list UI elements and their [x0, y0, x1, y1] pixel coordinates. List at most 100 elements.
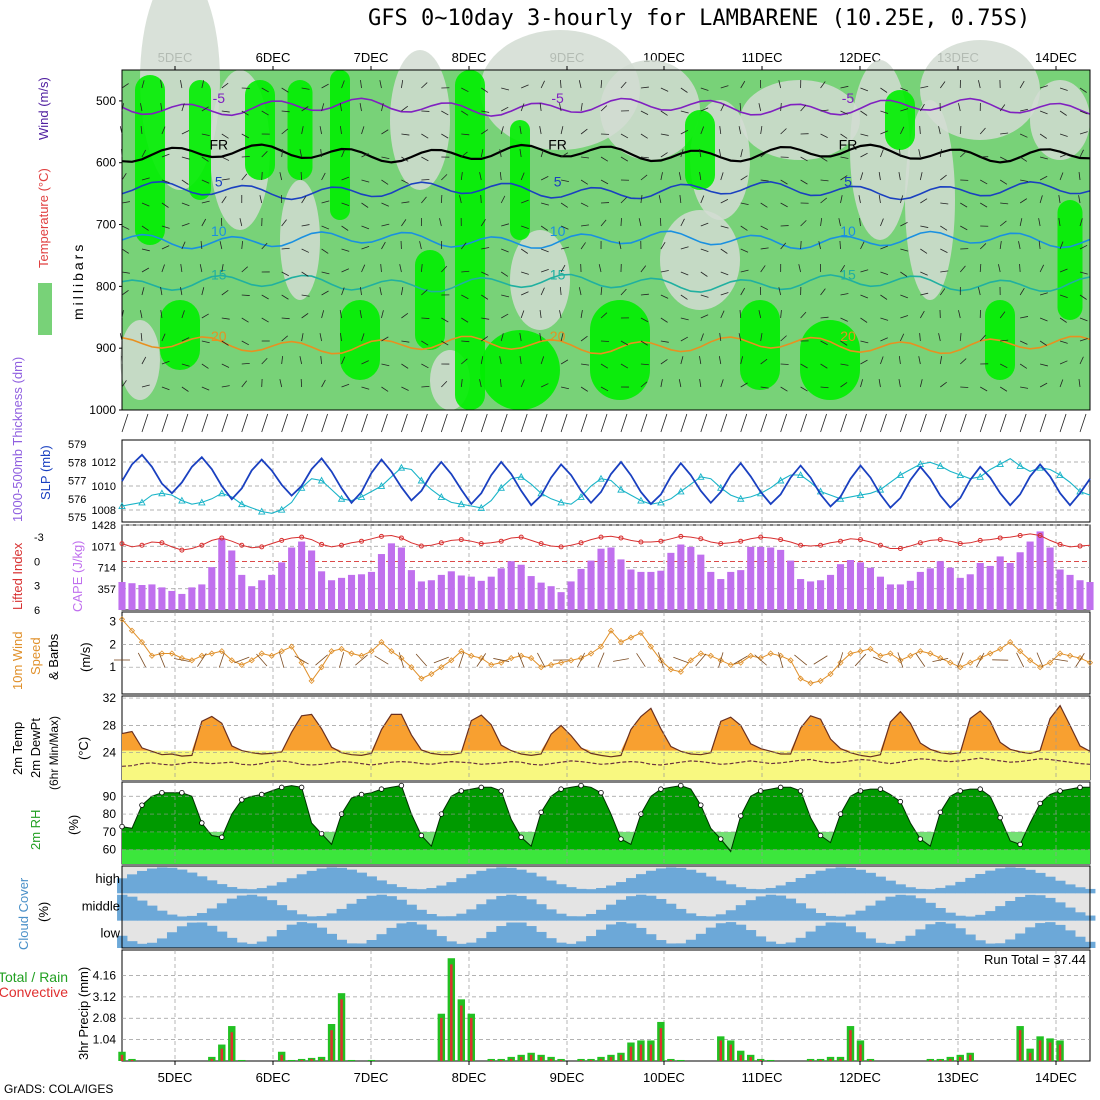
- cloud-cover-cell: [925, 889, 936, 894]
- wind-speed-point: [308, 677, 315, 684]
- wind-speed-point: [168, 650, 175, 657]
- cape-bar: [537, 582, 545, 610]
- rh2m-point: [738, 813, 744, 819]
- cape-bar: [826, 574, 835, 610]
- wind-barb: [501, 248, 509, 253]
- thickness-point: [377, 482, 386, 489]
- date-label-top: 6DEC: [256, 50, 291, 65]
- wind-barb: [241, 294, 250, 296]
- wind-barb: [201, 363, 209, 369]
- wind-barb: [399, 264, 402, 273]
- wind-barb: [733, 655, 748, 665]
- cloud-cover-cell: [995, 906, 1006, 921]
- thickness-point: [856, 491, 865, 499]
- wind-barb: [660, 340, 669, 343]
- wind-barb: [199, 264, 203, 273]
- wind-barb: [900, 221, 908, 227]
- precip-convective-bar: [629, 1046, 633, 1061]
- temperature-contour: [121, 335, 1091, 355]
- wind-barb: [720, 379, 724, 388]
- wind-barb: [880, 337, 888, 342]
- wind-speed-point: [428, 670, 435, 678]
- wind-barb: [840, 363, 849, 366]
- precip-total-bar: [766, 1059, 775, 1061]
- wind-barb: [1078, 195, 1081, 204]
- wind-barb: [321, 225, 330, 230]
- cloud-cover-cell: [705, 927, 717, 948]
- precip-convective-bar: [619, 1054, 623, 1061]
- wind-barb: [121, 380, 127, 388]
- wind-barb: [580, 179, 588, 185]
- precip-convective-bar: [939, 1059, 942, 1061]
- cloud-cover-cell: [226, 898, 238, 921]
- precip-convective-bar: [1018, 1030, 1022, 1061]
- rh-moist-region: [590, 300, 650, 400]
- temp-axis-label: 2m DewPt: [28, 718, 43, 778]
- millibars-label: millibars: [70, 242, 86, 320]
- wind-barb: [720, 225, 729, 229]
- date-label-top: 7DEC: [354, 50, 389, 65]
- wind-barb: [739, 309, 742, 319]
- wind-speed-point: [677, 668, 684, 675]
- wind-speed-point: [857, 648, 864, 655]
- cloud-cover-cell: [246, 943, 258, 948]
- cloud-cover-cell: [216, 931, 228, 948]
- wind-barb: [719, 333, 722, 342]
- cape-bar: [427, 580, 435, 610]
- wind-barb: [241, 317, 249, 323]
- wind-speed-point: [847, 650, 854, 657]
- wind-barb: [481, 317, 490, 320]
- wind10-axis-label: Speed: [28, 637, 43, 675]
- wind-barb: [640, 413, 648, 433]
- cape-bar: [946, 567, 954, 610]
- cloud-cover-cell: [476, 870, 487, 894]
- wind-barb: [218, 652, 225, 668]
- wind-barb: [341, 149, 345, 158]
- wind-speed-point: [1037, 664, 1044, 671]
- rh-dry-region: [600, 60, 700, 160]
- wind-barb: [519, 149, 522, 158]
- wind-barb: [580, 335, 588, 342]
- wind-barb: [540, 149, 544, 158]
- cloud-row-label: middle: [82, 898, 120, 913]
- cape-bar: [437, 574, 445, 610]
- rh-moist-region: [189, 80, 211, 200]
- wind-barb: [939, 413, 947, 433]
- rh2m-point: [358, 791, 365, 798]
- wind-speed-point: [368, 648, 375, 655]
- wind-barb: [840, 156, 849, 159]
- cloud-cover-cell: [1015, 933, 1026, 948]
- wind-barb: [600, 105, 608, 112]
- wind-barb: [379, 287, 382, 296]
- wind-barb: [499, 379, 502, 388]
- cloud-cover-cell: [506, 894, 517, 921]
- wind-speed-point: [388, 648, 395, 655]
- wind-barb: [979, 127, 986, 135]
- wind-barb: [419, 241, 422, 250]
- wind-barb: [221, 110, 230, 113]
- wind-barb: [760, 413, 768, 433]
- cloud-cover-cell: [346, 869, 357, 894]
- wind-speed-point: [597, 643, 605, 650]
- wind-barb: [919, 332, 921, 342]
- thickness-tick-label: 579: [68, 439, 86, 451]
- wind-barb: [480, 413, 488, 433]
- wind-barb: [898, 172, 901, 181]
- wind-barb: [360, 80, 362, 89]
- rh-moist-region: [160, 300, 200, 370]
- cloud-cover-cell: [1055, 902, 1066, 921]
- wind-barb: [401, 179, 409, 184]
- lifted-index-point: [259, 544, 265, 550]
- cloud-cover-cell: [765, 941, 777, 948]
- wind-barb: [401, 340, 410, 343]
- lifted-tick-label: -3: [34, 532, 44, 544]
- lifted-index-point: [438, 540, 444, 546]
- cloud-cover-cell: [825, 922, 836, 948]
- wind-barb: [181, 202, 190, 207]
- thickness-point: [517, 472, 525, 480]
- temperature-contour-label: -5: [551, 90, 564, 106]
- wind-barb: [820, 363, 828, 369]
- wind-barb: [1039, 195, 1043, 204]
- wind-barb: [480, 219, 486, 227]
- wind-speed-point: [228, 657, 235, 664]
